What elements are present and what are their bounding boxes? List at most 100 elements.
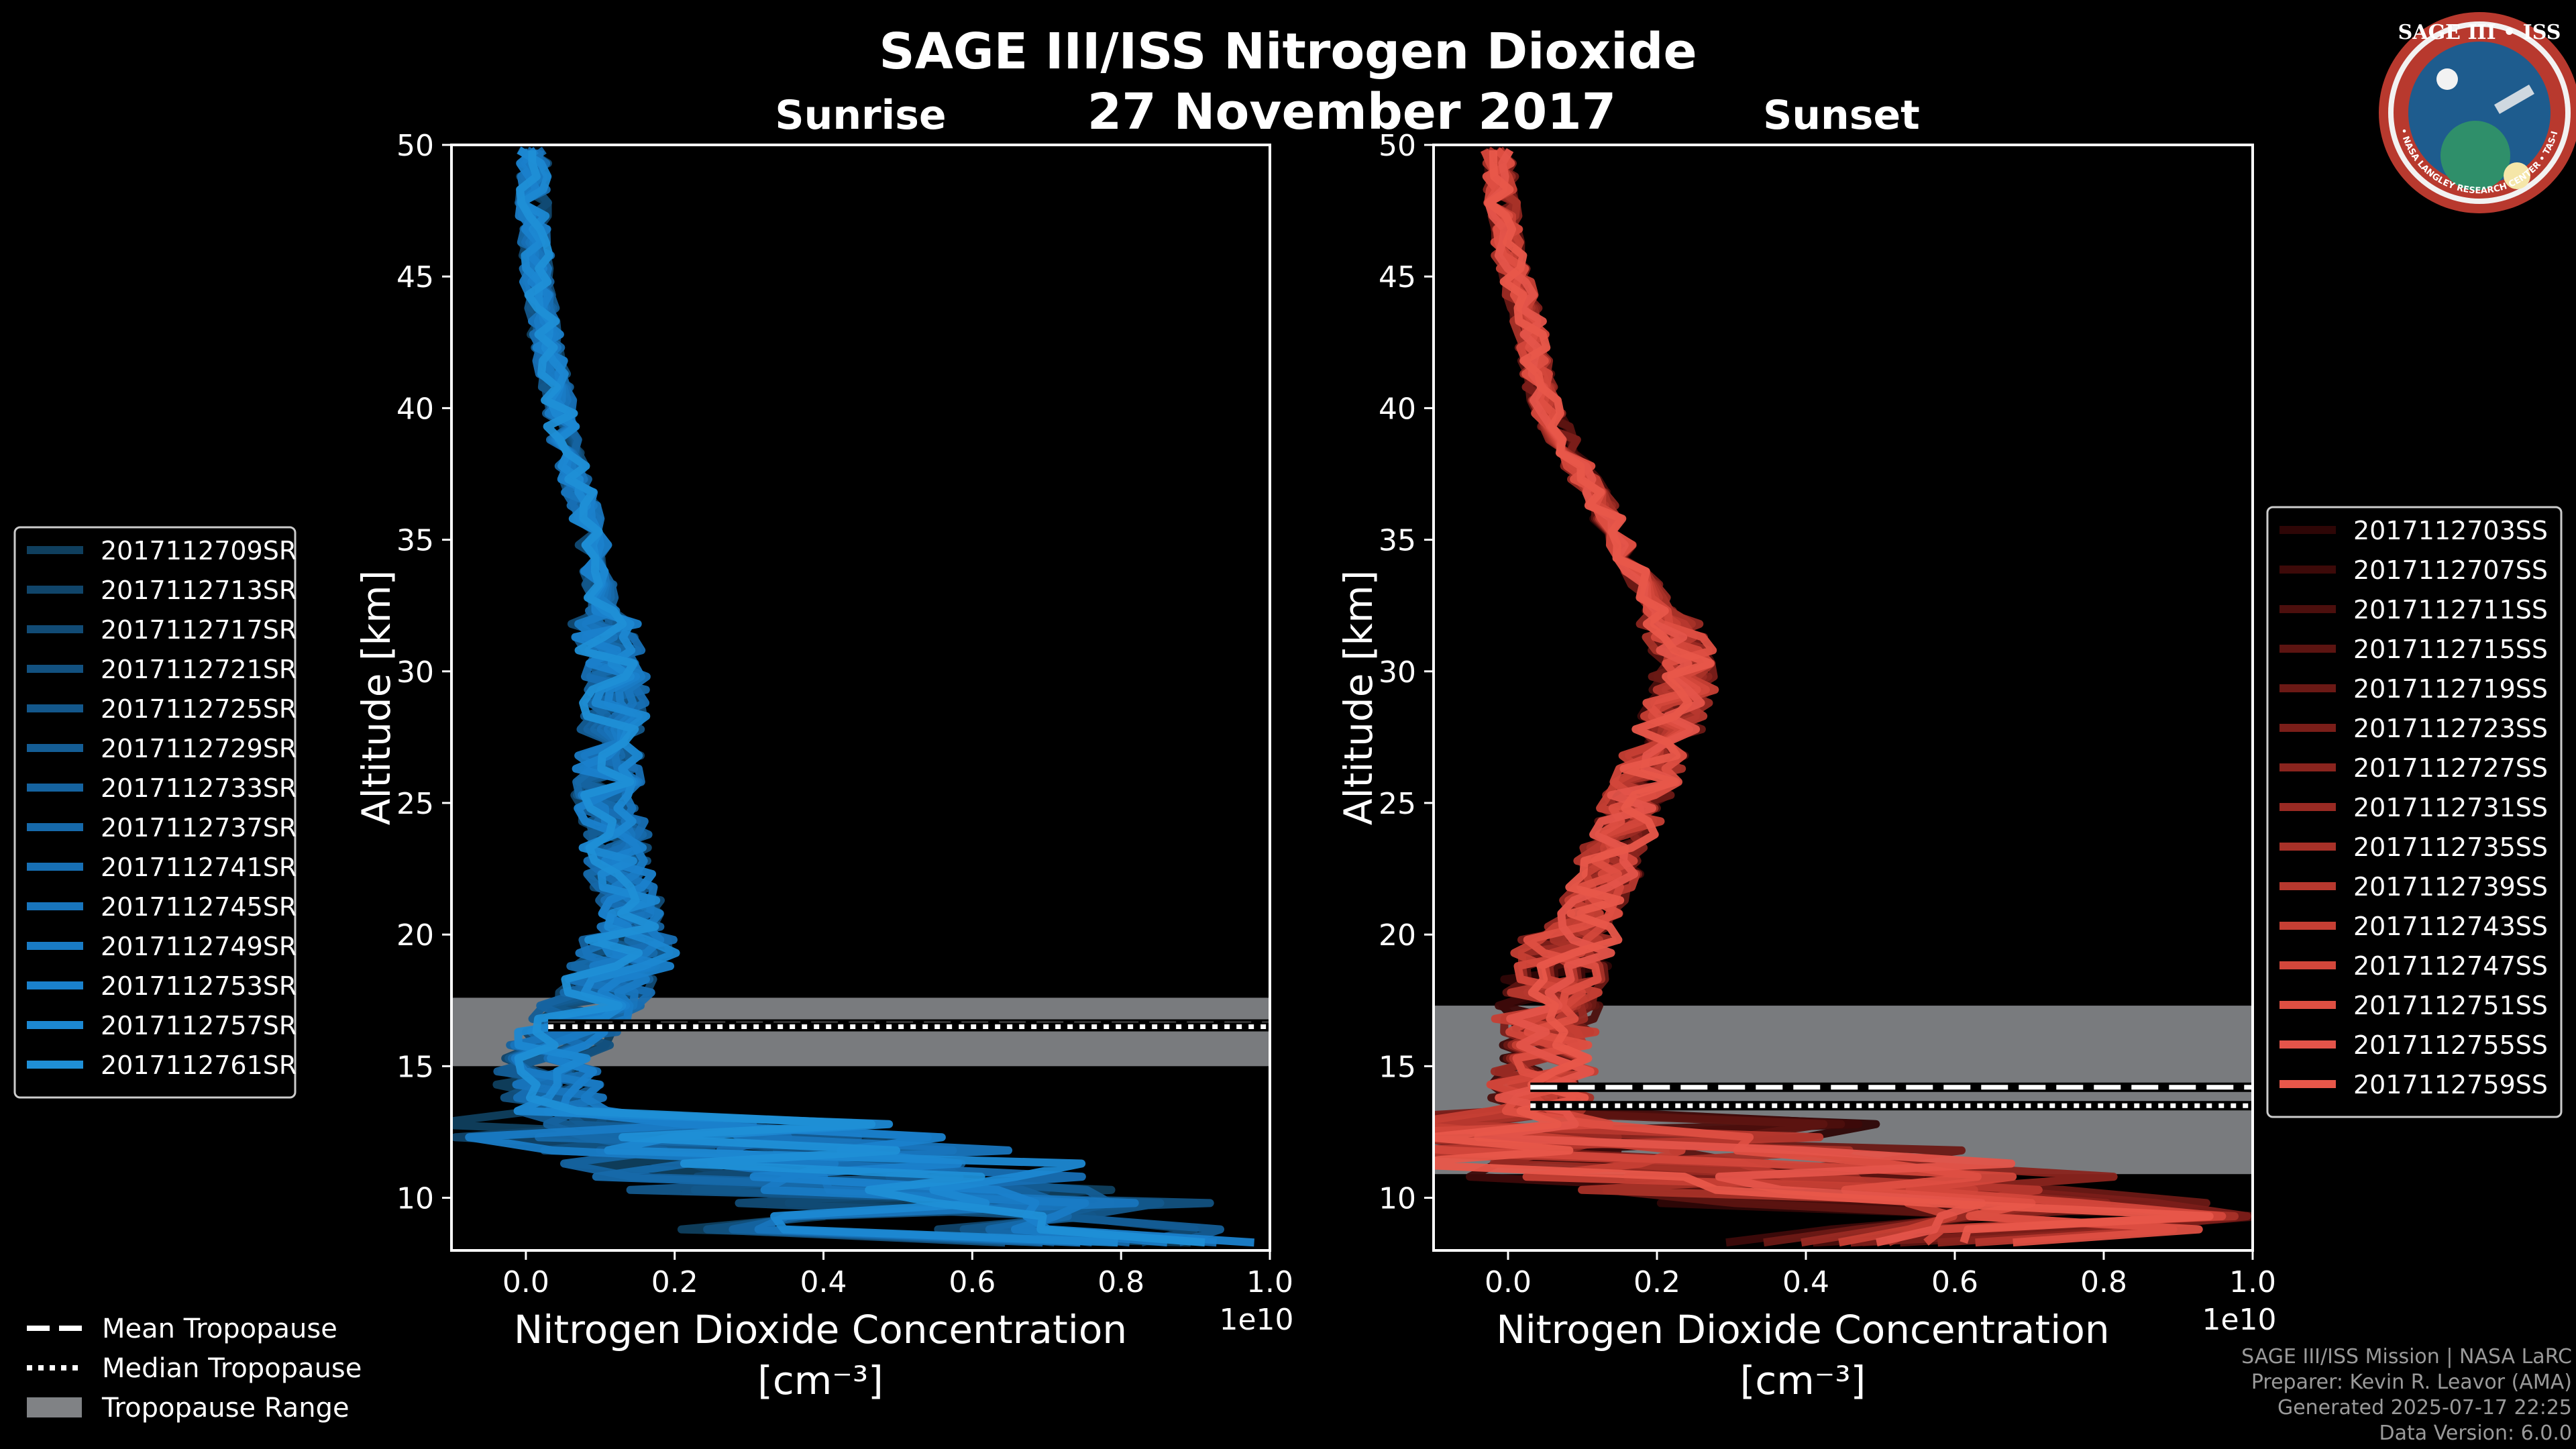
y-tick-label: 10 [396, 1182, 434, 1216]
y-tick-label: 20 [1379, 918, 1416, 953]
x-tick-label: 0.4 [800, 1265, 847, 1299]
profile-line-2017112759SS [1434, 150, 2214, 1244]
legend-label-2017112755SS: 2017112755SS [2353, 1030, 2548, 1060]
legend-label-2017112725SR: 2017112725SR [101, 694, 297, 724]
legend-label-2017112719SS: 2017112719SS [2353, 674, 2548, 704]
x-axis-label: Nitrogen Dioxide Concentration [1496, 1307, 2109, 1352]
x-tick-label: 0.8 [2080, 1265, 2127, 1299]
credits: SAGE III/ISS Mission | NASA LaRC Prepare… [2241, 1344, 2572, 1446]
y-tick-label: 40 [396, 392, 434, 426]
legend-label-2017112751SS: 2017112751SS [2353, 991, 2548, 1020]
y-tick-label: 45 [396, 260, 434, 294]
y-tick-label: 20 [396, 918, 434, 953]
x-tick-label: 1.0 [2229, 1265, 2276, 1299]
legend-label-2017112731SS: 2017112731SS [2353, 793, 2548, 822]
sunset-panel: 10 15 20 25 30 35 40 45 50 0.0 0.2 0.4 0.6 0.8 1.0 1e10… [1336, 129, 2277, 1403]
x-tick-label: 0.8 [1097, 1265, 1144, 1299]
y-tick-label: 50 [396, 129, 434, 163]
legend-label-2017112737SR: 2017112737SR [101, 813, 297, 843]
y-tick-label: 30 [1379, 655, 1416, 690]
profile-line-2017112761SR [514, 150, 1205, 1247]
legend-label-2017112717SR: 2017112717SR [101, 615, 297, 645]
legend-label-2017112723SS: 2017112723SS [2353, 714, 2548, 743]
x-tick-label: 1.0 [1246, 1265, 1293, 1299]
plot-frame [1432, 144, 2254, 1252]
chart-title: SAGE III/ISS Nitrogen Dioxide [879, 23, 1697, 80]
legend-label-2017112741SR: 2017112741SR [101, 853, 297, 882]
y-tick-label: 25 [1379, 787, 1416, 821]
y-tick-label: 40 [1379, 392, 1416, 426]
legend-label-2017112743SS: 2017112743SS [2353, 912, 2548, 941]
legend-label-2017112745SR: 2017112745SR [101, 892, 297, 922]
legend-label-2017112749SR: 2017112749SR [101, 932, 297, 961]
x-axis-label: Nitrogen Dioxide Concentration [514, 1307, 1127, 1352]
y-tick-label: 25 [396, 787, 434, 821]
legend-label-2017112729SR: 2017112729SR [101, 734, 297, 763]
legend-label-2017112759SS: 2017112759SS [2353, 1070, 2548, 1099]
profiles [451, 146, 1254, 1247]
profile-line-2017112757SR [513, 146, 1118, 1247]
tropopause-range-swatch [27, 1397, 82, 1417]
y-tick-label: 35 [396, 524, 434, 558]
x-tick-label: 0.4 [1782, 1265, 1829, 1299]
chart-date: 27 November 2017 [1087, 83, 1616, 141]
x-tick-label: 0.0 [1485, 1265, 1532, 1299]
legend-label-2017112739SS: 2017112739SS [2353, 872, 2548, 902]
legend-label-2017112747SS: 2017112747SS [2353, 951, 2548, 981]
profiles [1434, 146, 2253, 1247]
legend-label-2017112735SS: 2017112735SS [2353, 833, 2548, 862]
profile-line-2017112733SR [506, 149, 1065, 1247]
legend-label-2017112721SR: 2017112721SR [101, 655, 297, 684]
y-tick-label: 45 [1379, 260, 1416, 294]
x-tick-label: 0.6 [949, 1265, 996, 1299]
profile-line-2017112753SR [516, 147, 1254, 1247]
logo-text: SAGE III • ISS [2398, 21, 2561, 44]
credit-line: Data Version: 6.0.0 [2379, 1421, 2572, 1445]
tropo-legend-label: Mean Tropopause [102, 1313, 337, 1344]
legend-label-2017112753SR: 2017112753SR [101, 971, 297, 1001]
legend-label-2017112703SS: 2017112703SS [2353, 516, 2548, 545]
y-tick-label: 35 [1379, 524, 1416, 558]
x-tick-label: 0.2 [1633, 1265, 1680, 1299]
y-tick-label: 30 [396, 655, 434, 690]
profile-line-2017112749SR [465, 148, 1168, 1247]
profile-line-2017112737SR [507, 146, 1130, 1247]
y-axis-label: Altitude [km] [354, 570, 399, 825]
legend-label-2017112761SR: 2017112761SR [101, 1051, 297, 1080]
tropo-legend-label: Median Tropopause [102, 1353, 362, 1384]
sunrise-legend: 2017112709SR 2017112713SR 2017112717SR 2017… [13, 526, 297, 1099]
x-scale-label: 1e10 [2202, 1303, 2276, 1337]
logo-station-icon [2494, 85, 2534, 114]
tropopause-legend: Mean Tropopause Median Tropopause Tropopau… [27, 1313, 362, 1424]
x-tick-label: 0.0 [502, 1265, 549, 1299]
x-tick-label: 0.2 [651, 1265, 698, 1299]
credit-line: Preparer: Kevin R. Leavor (AMA) [2251, 1371, 2572, 1394]
legend-box [13, 526, 297, 1099]
y-tick-label: 50 [1379, 129, 1416, 163]
logo-earth-icon [2440, 121, 2510, 191]
legend-label-2017112727SS: 2017112727SS [2353, 753, 2548, 783]
credit-line: Generated 2025-07-17 22:25 [2277, 1396, 2572, 1419]
legend-label-2017112715SS: 2017112715SS [2353, 635, 2548, 664]
y-axis-label: Altitude [km] [1336, 570, 1381, 825]
legend-label-2017112757SR: 2017112757SR [101, 1011, 297, 1040]
y-tick-label: 15 [1379, 1050, 1416, 1084]
sunset-legend: 2017112703SS 2017112707SS 2017112711SS 2017… [2266, 506, 2563, 1118]
legend-label-2017112711SS: 2017112711SS [2353, 595, 2548, 625]
legend-label-2017112707SS: 2017112707SS [2353, 555, 2548, 585]
x-axis-unit: [cm⁻³] [1740, 1358, 1866, 1403]
y-tick-label: 10 [1379, 1182, 1416, 1216]
tropo-legend-label: Tropopause Range [101, 1393, 350, 1424]
legend-label-2017112713SR: 2017112713SR [101, 576, 297, 605]
credit-line: SAGE III/ISS Mission | NASA LaRC [2241, 1345, 2572, 1368]
logo-moon-icon [2436, 68, 2458, 90]
sunrise-panel: 10 15 20 25 30 35 40 45 50 0.0 0.2 0.4 0.6 0.8 1.0 1e10… [354, 129, 1294, 1403]
plot-frame [450, 144, 1271, 1252]
sunset-panel-title: Sunset [1763, 92, 1920, 139]
logo-sun-icon [2504, 162, 2530, 189]
sunrise-panel-title: Sunrise [775, 92, 946, 139]
y-tick-label: 15 [396, 1050, 434, 1084]
x-axis-unit: [cm⁻³] [757, 1358, 883, 1403]
legend-label-2017112709SR: 2017112709SR [101, 536, 297, 566]
